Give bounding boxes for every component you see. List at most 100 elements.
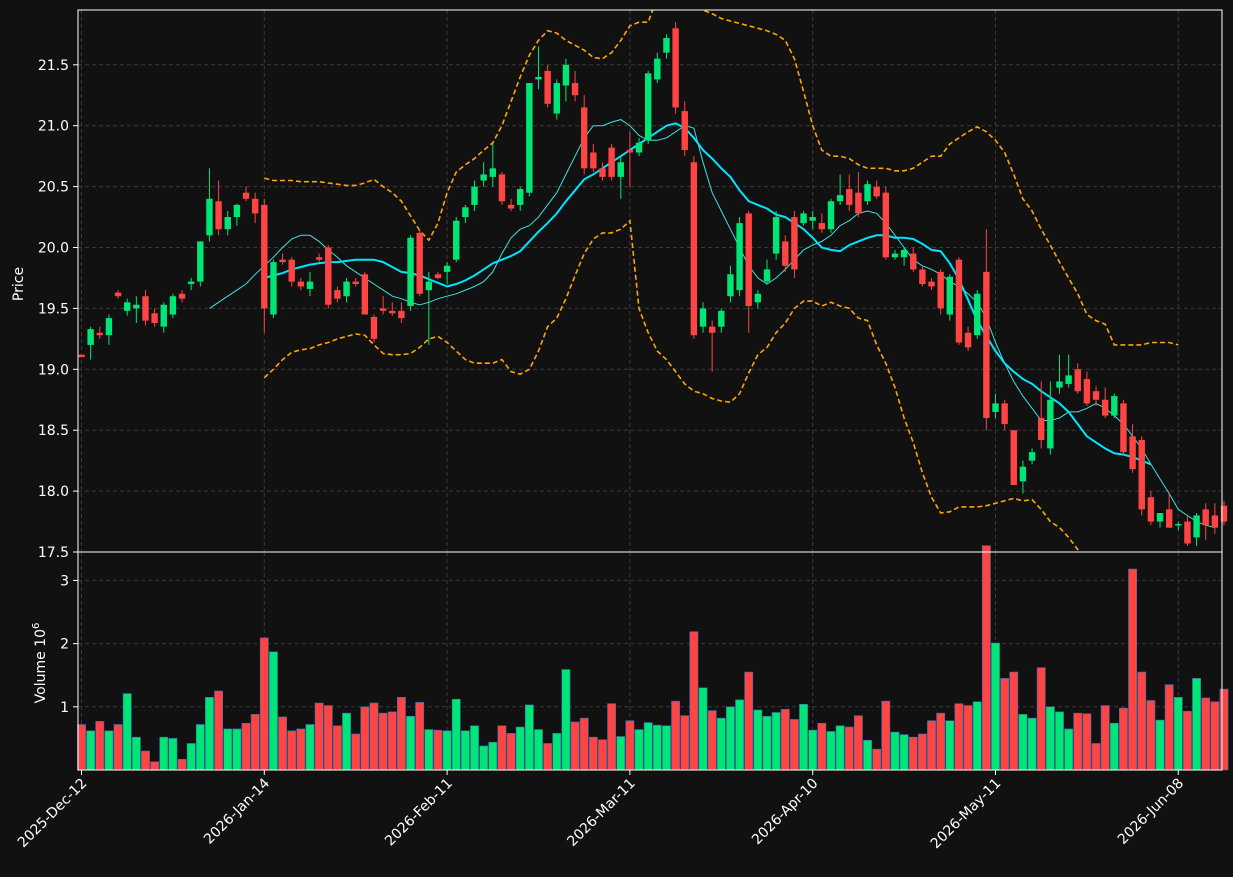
candle-body (233, 204, 241, 218)
candle-body (800, 213, 807, 224)
volume-bar (515, 726, 525, 771)
volume-bar (963, 705, 973, 771)
volume-bar (177, 758, 187, 771)
volume-bar (598, 739, 607, 771)
volume-bar (671, 700, 680, 771)
price-tick-label: 18.0 (38, 484, 69, 500)
candle-body (1111, 396, 1118, 416)
volume-bar (141, 750, 150, 771)
volume-bar (753, 709, 763, 771)
volume-bar (1100, 705, 1110, 771)
volume-bar (369, 702, 379, 771)
volume-bar (131, 736, 141, 771)
candle-body (334, 290, 341, 299)
candle-body (105, 318, 113, 336)
volume-bar (1082, 713, 1092, 771)
candle-body (471, 186, 478, 205)
candle-body (526, 83, 533, 193)
volume-bar (534, 729, 543, 771)
volume-bar (113, 724, 123, 771)
candle-body (498, 174, 506, 202)
candle-body (855, 192, 862, 214)
volume-bar (506, 733, 516, 771)
volume-bar (680, 715, 690, 771)
volume-bar (945, 720, 955, 771)
volume-bar (168, 738, 178, 771)
candle-body (708, 326, 716, 333)
candle-body (261, 204, 268, 309)
volume-bar (479, 745, 489, 771)
candle-body (1092, 391, 1100, 400)
volume-bar (1210, 701, 1220, 771)
volume-bar (890, 731, 900, 771)
volume-bar (561, 669, 571, 771)
candle-body (937, 271, 944, 309)
volume-bar (205, 697, 214, 771)
candle-body (617, 162, 624, 177)
candle-body (1038, 418, 1045, 440)
volume-bar (771, 712, 781, 771)
volume-bar (698, 687, 708, 771)
candle-body (1193, 515, 1200, 538)
price-tick-label: 21.5 (38, 58, 69, 74)
volume-exponent-base: 10 (33, 629, 49, 647)
candle-body (87, 329, 94, 345)
volume-bar (305, 724, 315, 771)
candle-body (142, 296, 149, 321)
volume-bar (1119, 707, 1128, 771)
candle-body (251, 198, 259, 214)
volume-bar (726, 706, 735, 771)
volume-bar (1027, 717, 1037, 771)
candle-body (1028, 452, 1036, 461)
volume-bar (278, 716, 287, 771)
volume-bar (1219, 688, 1229, 771)
candles (78, 22, 1228, 546)
candle-body (1074, 369, 1081, 392)
volume-bar (287, 730, 297, 771)
candle-body (599, 168, 606, 177)
volume-bar (524, 704, 534, 771)
volume-bar (634, 729, 644, 771)
candle-body (1083, 379, 1091, 404)
candle-body (361, 274, 369, 315)
volume-bar (790, 719, 799, 771)
volume-bar (232, 728, 242, 771)
volume-bar (863, 740, 872, 771)
candle-body (562, 64, 570, 86)
candle-body (434, 274, 442, 278)
volume-tick-label: 3 (60, 573, 69, 589)
volume-bar (378, 712, 388, 771)
candle-body (187, 281, 195, 285)
candle-body (581, 107, 588, 169)
candle-body (96, 332, 103, 336)
candle-body (809, 217, 816, 221)
candle-body (224, 217, 231, 230)
volume-bar (844, 726, 854, 771)
candle-body (964, 332, 972, 348)
candle-body (544, 70, 551, 104)
candle-body (78, 354, 85, 358)
candle-body (288, 259, 295, 282)
candle-body (882, 192, 890, 258)
volume-bar (607, 703, 617, 771)
candle-body (325, 247, 332, 305)
volume-bar (342, 712, 351, 771)
candle-body (206, 198, 213, 236)
candle-body (782, 241, 789, 266)
volume-bar (917, 733, 927, 771)
volume-bar (625, 720, 635, 771)
volume-bar (1128, 568, 1137, 771)
volume-bar (662, 725, 671, 771)
volume-bar (735, 699, 744, 771)
candle-body (1220, 505, 1228, 522)
candle-body (754, 293, 762, 303)
volume-bar (259, 637, 269, 771)
candle-body (1129, 436, 1136, 470)
candle-body (507, 204, 515, 209)
candle-body (1047, 399, 1054, 449)
volume-bar (817, 722, 827, 771)
candle-body (1165, 509, 1173, 528)
volume-bar (954, 703, 964, 771)
